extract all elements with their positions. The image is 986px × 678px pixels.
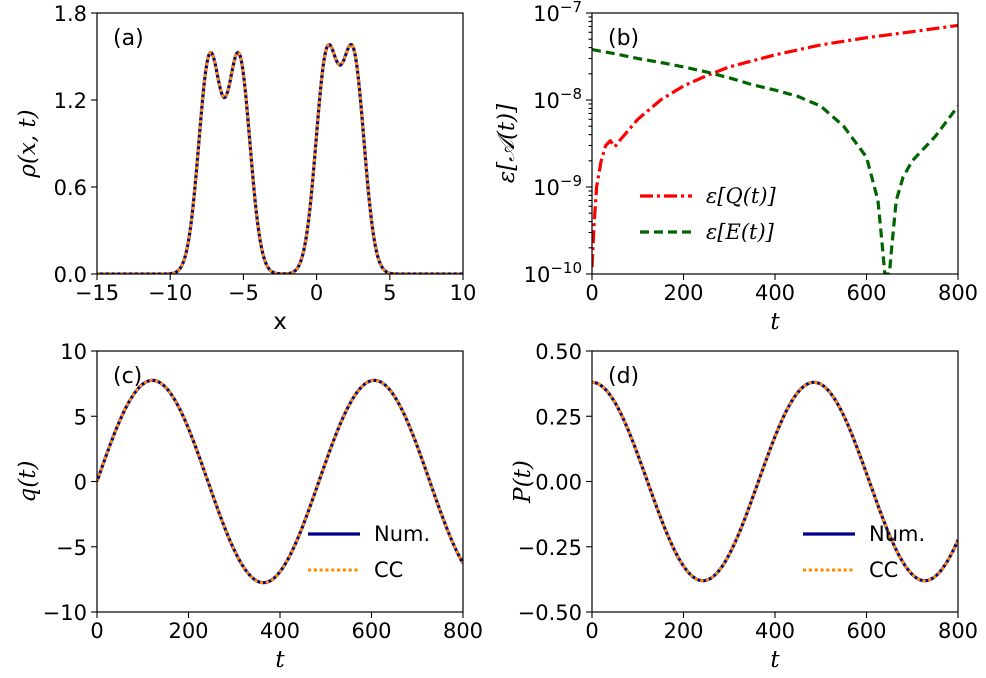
legend-label-part: t [751, 184, 760, 208]
y-tick-exponent: −10 [550, 259, 582, 277]
y-axis-label: ρ(x, t) [15, 109, 41, 178]
x-axis-label: x [273, 309, 287, 335]
series-line-qt [592, 23, 958, 268]
series-line-cc [97, 378, 463, 585]
x-tick-label: 400 [260, 619, 300, 643]
legend-label-part: )] [756, 220, 774, 244]
x-tick-label: 800 [938, 619, 978, 643]
x-tick-label: 600 [846, 619, 886, 643]
legend-label-part: ( [741, 220, 750, 244]
axes-frame [591, 12, 959, 275]
x-tick-label: 5 [383, 281, 396, 305]
legend-label-part: ε[ [706, 220, 726, 244]
x-tick-label: 800 [938, 281, 978, 305]
x-tick-label: 200 [168, 619, 208, 643]
x-tick-label: 200 [663, 619, 703, 643]
y-tick-label: 10−7 [533, 0, 582, 26]
x-tick-label: 800 [443, 619, 483, 643]
legend-label-part: ε[ [706, 184, 726, 208]
y-tick-label: 10−10 [524, 259, 582, 287]
x-tick-label: −10 [148, 281, 192, 305]
y-tick-label: 0.25 [535, 405, 582, 429]
y-tick-label: 10−8 [533, 85, 582, 113]
legend-label-part: )] [758, 184, 776, 208]
y-tick-label: −0.25 [518, 536, 582, 560]
x-tick-label: 400 [755, 619, 795, 643]
legend-label: ε[E(t)] [706, 220, 775, 244]
x-tick-label: −15 [75, 281, 119, 305]
x-tick-label: 600 [846, 281, 886, 305]
y-tick-label: 0.50 [535, 340, 582, 364]
legend-label-part: ( [743, 184, 752, 208]
x-axis-label: t [770, 647, 780, 673]
legend-label-part: Q [725, 184, 742, 208]
y-tick-label: 10 [60, 340, 87, 364]
x-tick-label: 0 [585, 281, 598, 305]
y-tick-base: 10 [524, 263, 551, 287]
axes-frame [96, 12, 464, 275]
y-axis-label: ε[𝒜(t)] [494, 104, 520, 183]
legend: Num. CC [803, 522, 925, 582]
y-axis-label: q(t) [15, 461, 41, 503]
legend-label: CC [374, 558, 403, 582]
x-tick-label: 0 [585, 619, 598, 643]
legend-label: Num. [374, 522, 430, 546]
legend: ε[Q(t)]ε[E(t)] [640, 184, 777, 244]
y-tick-base: 10 [533, 176, 560, 200]
panel-c-position: 0 200 400 600 800 −10 −5 0 5 10 t q(t) (c) Num. CC [15, 340, 483, 673]
plot-area [97, 378, 463, 585]
x-axis-label: t [770, 309, 780, 335]
y-tick-label: −0.50 [518, 601, 582, 625]
panel-d-momentum: 0 200 400 600 800 −0.50 −0.25 0.00 0.25 0.50 t P(t)… [510, 340, 978, 673]
series-line-num [97, 378, 463, 585]
x-tick-label: 400 [755, 281, 795, 305]
panel-label: (d) [608, 364, 639, 389]
x-tick-label: 0 [90, 619, 103, 643]
y-tick-label: 10−9 [533, 172, 582, 200]
legend-label: Num. [869, 522, 925, 546]
y-tick-label: 0.0 [54, 263, 87, 287]
x-tick-label: −5 [228, 281, 259, 305]
series-line-num [97, 43, 463, 274]
panel-label: (c) [113, 364, 142, 389]
plot-area [97, 43, 463, 274]
y-tick-base: 10 [533, 2, 560, 26]
y-tick-exponent: −9 [560, 172, 582, 190]
legend-label: CC [869, 558, 898, 582]
y-tick-label: 0 [74, 471, 87, 495]
y-tick-base: 10 [533, 89, 560, 113]
panel-b-error-log: 0 200 400 600 80010−1010−910−810−7tε[𝒜(t)](b… [494, 0, 978, 335]
x-tick-label: 10 [450, 281, 477, 305]
series-line-cc [97, 43, 463, 274]
panel-label: (a) [113, 26, 144, 51]
x-tick-label: 0 [310, 281, 323, 305]
panel-a-density: −15 −10 −5 0 5 10 0.0 0.6 1.2 1.8 x ρ(x, t) (a) [15, 2, 476, 335]
x-axis-label: t [275, 647, 285, 673]
y-tick-label: 1.2 [54, 89, 87, 113]
legend-label-part: E [724, 220, 740, 244]
panel-label: (b) [608, 26, 639, 51]
x-tick-label: 200 [663, 281, 703, 305]
y-tick-label: −10 [43, 601, 87, 625]
series-line-et [592, 47, 958, 274]
legend-label-part: t [749, 220, 758, 244]
y-tick-label: 0.00 [535, 471, 582, 495]
y-axis-label: P(t) [510, 460, 536, 504]
y-tick-label: −5 [56, 536, 87, 560]
y-tick-exponent: −8 [560, 85, 582, 103]
legend-label: ε[Q(t)] [706, 184, 777, 208]
plot-area [592, 23, 958, 274]
plot-area [592, 380, 958, 583]
y-tick-exponent: −7 [560, 0, 582, 16]
y-tick-label: 5 [74, 405, 87, 429]
legend: Num. CC [308, 522, 430, 582]
y-tick-label: 0.6 [54, 176, 87, 200]
x-tick-label: 600 [351, 619, 391, 643]
y-tick-label: 1.8 [54, 2, 87, 26]
series-line-cc [592, 380, 958, 583]
